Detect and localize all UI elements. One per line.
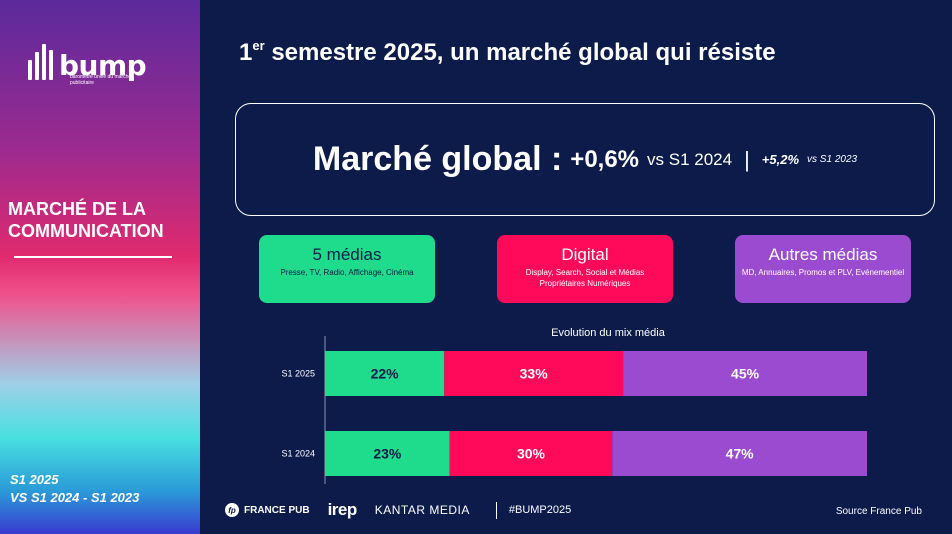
headline-value: +0,6%	[570, 145, 640, 173]
category-title: Digital	[561, 245, 609, 264]
bar-segment	[325, 431, 450, 476]
title-number: 1	[239, 39, 253, 66]
period-label: S1 2025 VS S1 2024 - S1 2023	[10, 471, 139, 507]
bar-data-label: 33%	[520, 366, 549, 382]
bump-bars-icon	[28, 44, 53, 80]
footer-divider	[495, 501, 497, 519]
headline-vs: vs S1 2024	[647, 149, 733, 169]
category-tick-label: S1 2025	[281, 369, 315, 379]
hashtag: #BUMP2025	[508, 504, 572, 516]
france-pub-text: FRANCE PUB	[244, 504, 310, 516]
bar-data-label: 23%	[373, 446, 402, 462]
france-pub-logo: fp FRANCE PUB	[225, 503, 310, 517]
logo-subtitle: baromètre unifié du marché publicitaire	[70, 74, 132, 86]
category-description: Presse, TV, Radio, Affichage, Cinéma	[280, 268, 414, 277]
headline-box: Marché global : +0,6% vs S1 2024 | +5,2%…	[235, 103, 935, 216]
page-title: 1er semestre 2025, un marché global qui …	[239, 38, 776, 67]
bar-data-label: 30%	[517, 446, 546, 462]
category-digital: Digital Display, Search, Social et Média…	[497, 235, 673, 303]
bar-segment	[612, 431, 867, 476]
chart-title: Evolution du mix média	[551, 327, 665, 339]
bar-data-label: 45%	[731, 366, 760, 382]
section-divider	[14, 256, 172, 258]
bar-segment	[449, 431, 613, 476]
bar-segment	[444, 351, 624, 396]
footer-logos: fp FRANCE PUB irep KANTAR MEDIA #BUMP202…	[225, 500, 571, 520]
category-tick-label: S1 2024	[281, 449, 315, 459]
logo-text: bump	[59, 49, 147, 82]
category-autres-medias: Autres médias MD, Annuaires, Promos et P…	[735, 235, 911, 303]
kantar-media-logo: KANTAR MEDIA	[374, 503, 470, 517]
bar-segment	[623, 351, 867, 396]
section-title: MARCHÉ DE LA COMMUNICATION	[8, 199, 164, 241]
bar-segment	[325, 351, 445, 396]
period-line-2: VS S1 2024 - S1 2023	[10, 490, 140, 505]
headline-label: Marché global :	[312, 140, 563, 178]
bar-data-label: 22%	[371, 366, 400, 382]
sidebar: bump baromètre unifié du marché publicit…	[0, 0, 200, 534]
bump-logo: bump	[28, 44, 147, 82]
source-note: Source France Pub	[835, 506, 922, 517]
title-superscript: er	[252, 38, 265, 53]
category-description: MD, Annuaires, Promos et PLV, Evénementi…	[741, 268, 905, 277]
headline-separator: |	[744, 146, 750, 172]
category-title: Autres médias	[768, 245, 878, 264]
irep-logo: irep	[327, 500, 358, 519]
period-line-1: S1 2025	[10, 472, 59, 487]
headline-value-2: +5,2%	[761, 152, 800, 167]
category-title: 5 médias	[312, 245, 382, 264]
category-5-medias: 5 médias Presse, TV, Radio, Affichage, C…	[259, 235, 435, 303]
bar-data-label: 47%	[726, 446, 755, 462]
title-text: semestre 2025, un marché global qui rési…	[264, 39, 776, 66]
category-description: Display, Search, Social et Médias Propri…	[525, 268, 645, 288]
france-pub-icon: fp	[225, 503, 239, 517]
headline-vs-2: vs S1 2023	[807, 154, 858, 165]
